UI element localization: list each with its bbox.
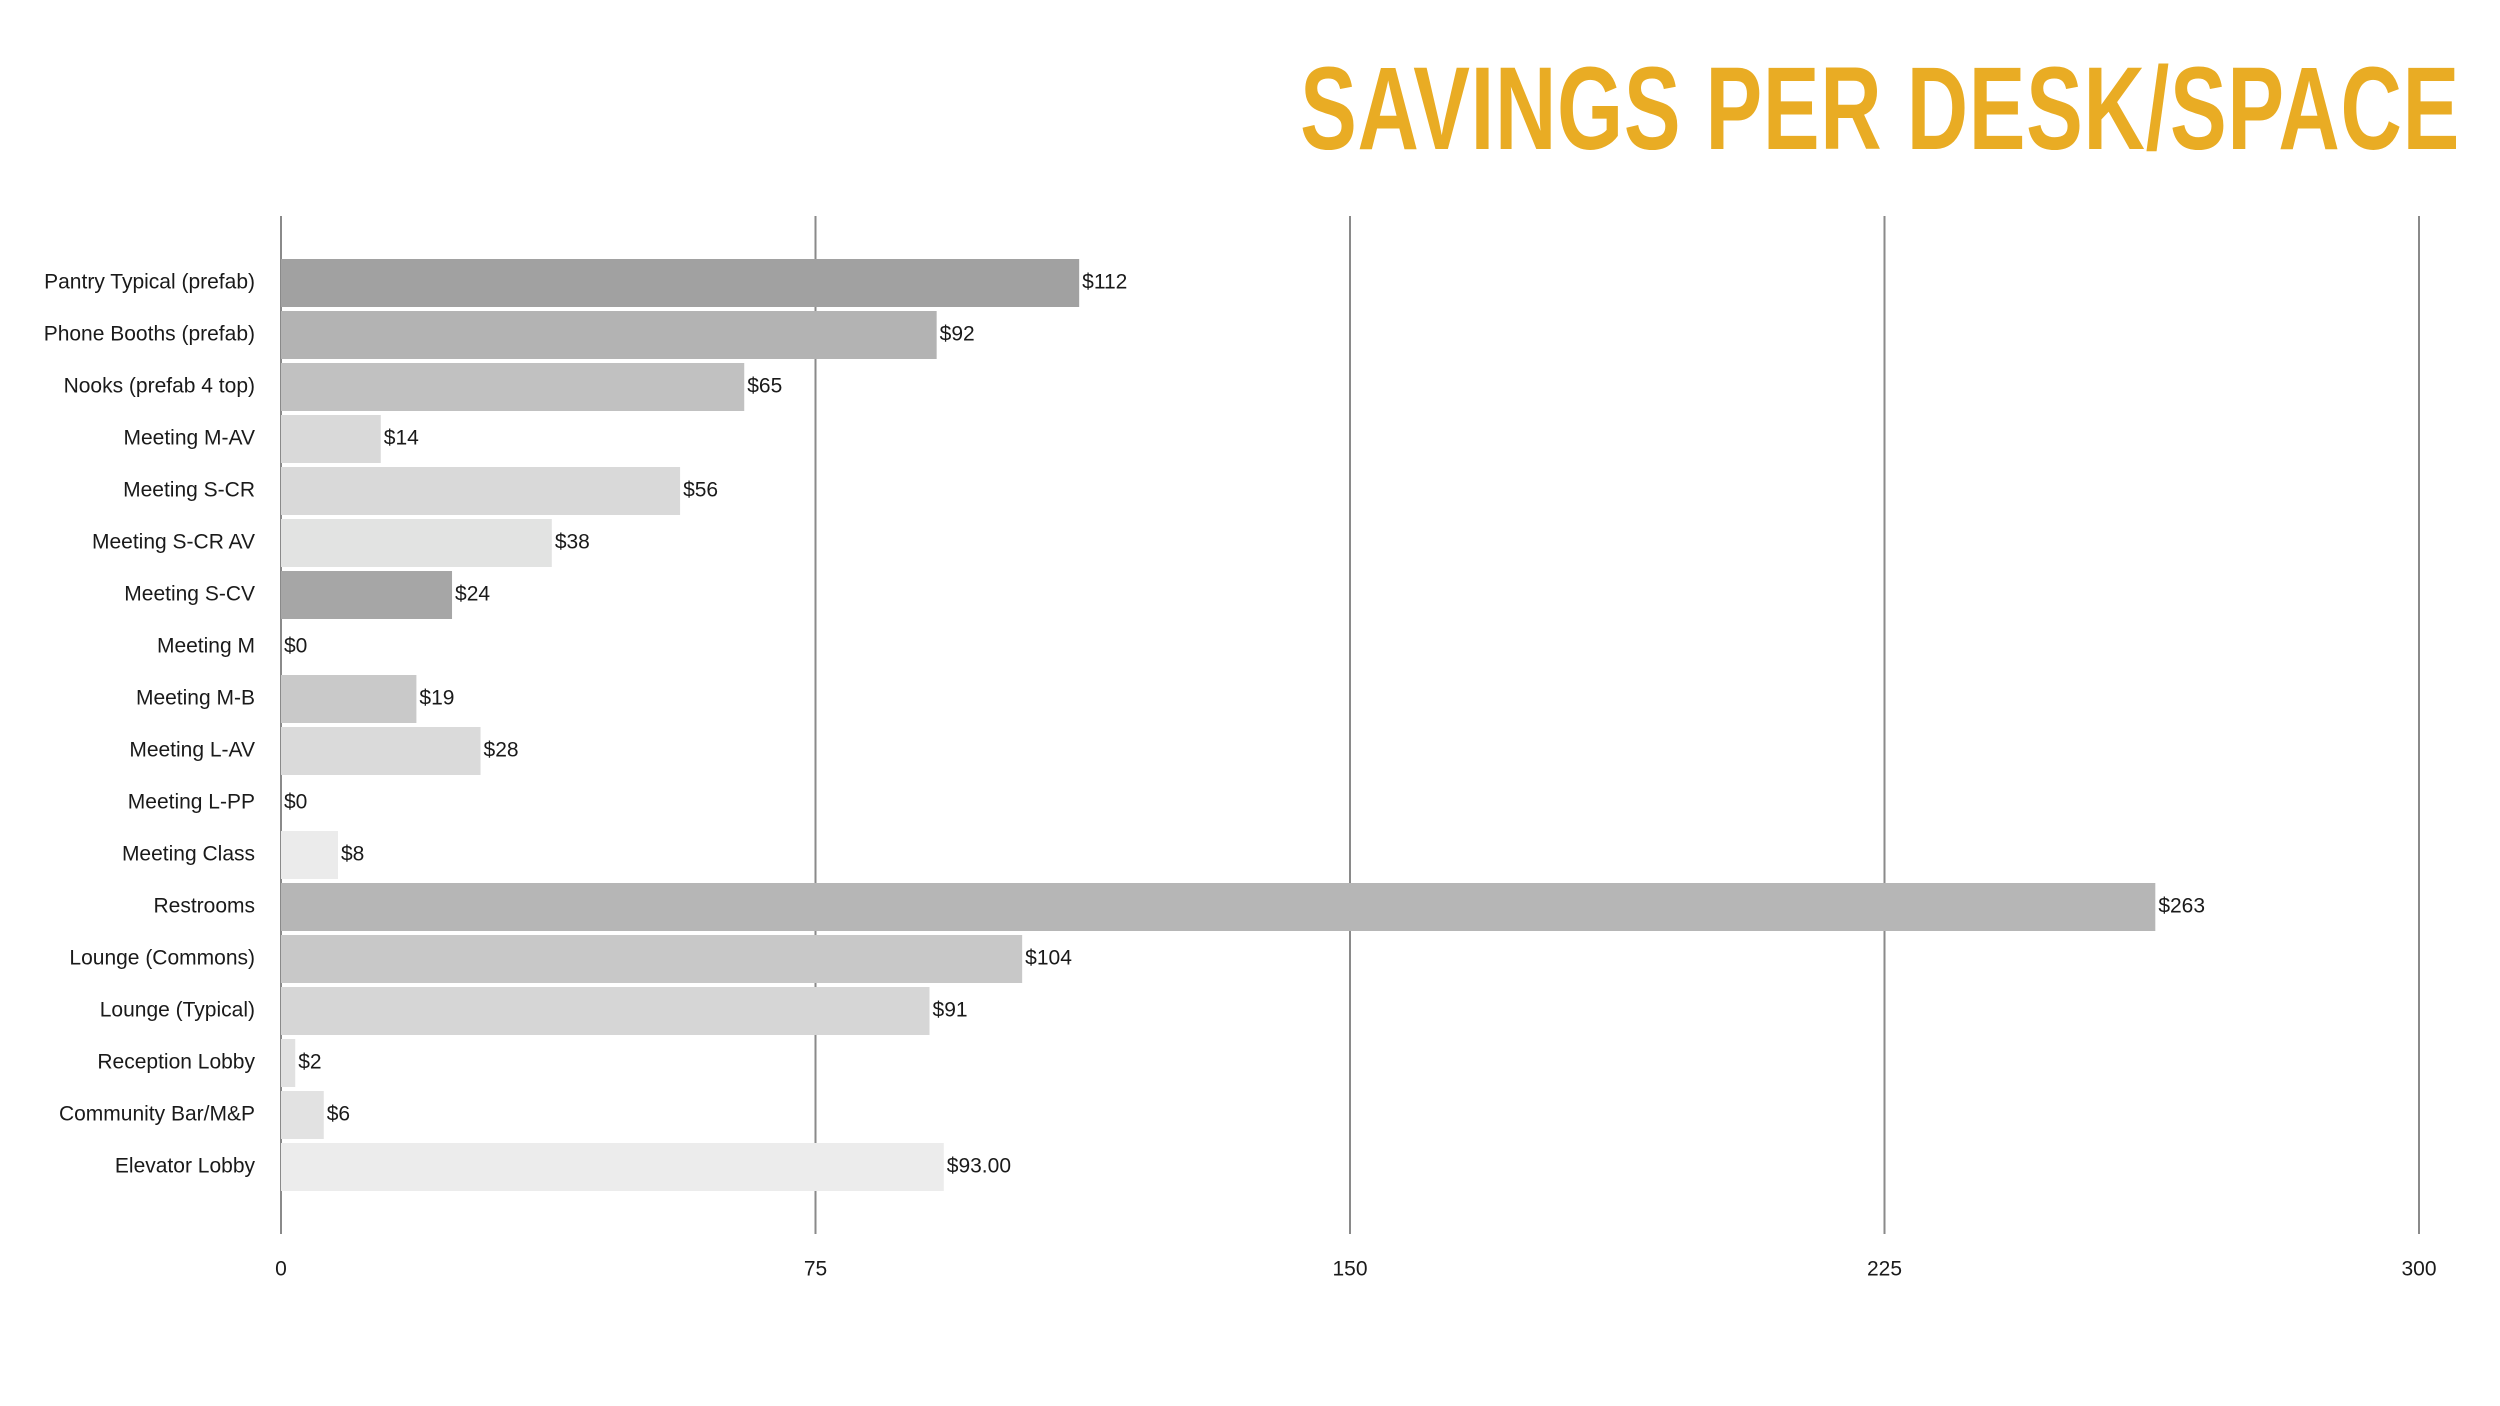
category-label: Pantry Typical (prefab) [44,271,255,294]
bar-value-label: $112 [1082,271,1127,294]
category-label: Elevator Lobby [115,1155,256,1178]
bar-value-label: $6 [327,1103,350,1126]
category-label: Nooks (prefab 4 top) [64,375,255,398]
page-title: SAVINGS PER DESK/SPACE [1300,43,2460,175]
bar-value-label: $19 [419,687,454,710]
bar-value-label: $24 [455,583,490,606]
category-label: Meeting S-CR [123,479,255,502]
category-label: Community Bar/M&P [59,1103,255,1126]
bar-value-label: $8 [341,843,364,866]
category-label: Phone Booths (prefab) [44,323,255,346]
category-label: Meeting M-AV [124,427,256,450]
x-tick-label: 300 [2401,1258,2436,1281]
bar-value-label: $38 [555,531,590,554]
x-tick-label: 150 [1332,1258,1367,1281]
bar [281,1143,944,1191]
bar-value-label: $91 [933,999,968,1022]
category-label: Meeting M [157,635,255,658]
bar [281,727,481,775]
category-label: Restrooms [153,895,255,918]
bar [281,1091,324,1139]
bar [281,675,417,723]
bar [281,1039,296,1087]
category-label: Meeting Class [122,843,255,866]
bar [281,571,453,619]
bar-value-label: $0 [284,635,307,658]
x-tick-label: 0 [275,1258,287,1281]
x-tick-label: 75 [804,1258,827,1281]
bar [281,883,2156,931]
x-tick-label: 225 [1867,1258,1902,1281]
bars [281,259,2156,1191]
bar [281,935,1023,983]
category-label: Reception Lobby [97,1051,255,1074]
bar-value-label: $14 [384,427,419,450]
bar-value-label: $0 [284,791,307,814]
bar [281,363,745,411]
category-label: Meeting S-CR AV [92,531,255,554]
bar-value-label: $104 [1025,947,1072,970]
bar-value-label: $65 [747,375,782,398]
bar [281,987,930,1035]
bar-value-label: $2 [298,1051,321,1074]
category-label: Meeting S-CV [124,583,255,606]
bar [281,311,937,359]
x-axis-ticks: 0 75 150 225 300 [275,1258,2436,1281]
value-labels: $112 $92 $65 $14 $56 $38 $24 $0 $19 $28 $0 $8 $263 $1… [284,271,2205,1178]
category-label: Meeting M-B [136,687,255,710]
bar [281,831,339,879]
bar-value-label: $263 [2158,895,2205,918]
bar [281,415,381,463]
category-label: Lounge (Commons) [69,947,255,970]
bar [281,259,1080,307]
bar-value-label: $93.00 [947,1155,1011,1178]
bar-value-label: $28 [484,739,519,762]
bar [281,467,681,515]
bar-value-label: $92 [940,323,975,346]
category-label: Lounge (Typical) [100,999,255,1022]
category-labels: Pantry Typical (prefab) Phone Booths (pre… [44,271,256,1178]
category-label: Meeting L-AV [129,739,255,762]
category-label: Meeting L-PP [128,791,255,814]
bar-value-label: $56 [683,479,718,502]
bar [281,519,552,567]
